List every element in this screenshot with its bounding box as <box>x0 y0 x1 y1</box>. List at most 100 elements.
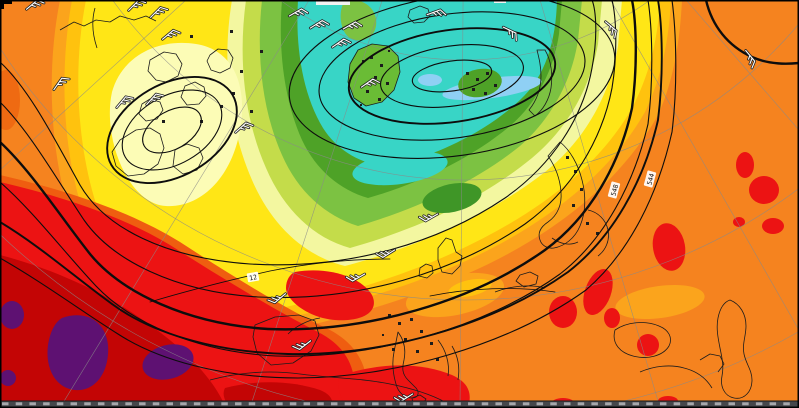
scale-tick <box>97 402 105 406</box>
scale-tick <box>481 402 489 406</box>
scale-tick <box>111 402 119 406</box>
scale-tick <box>56 402 64 406</box>
red-blob-center <box>286 270 374 321</box>
contour-ring <box>380 44 524 108</box>
scale-tick <box>440 402 448 406</box>
top-edge-fragment <box>316 0 350 5</box>
coastline-balkans <box>437 339 460 381</box>
scale-tick <box>563 402 571 406</box>
scale-tick <box>235 402 242 406</box>
coastline <box>407 5 431 24</box>
scale-tick <box>385 402 393 406</box>
scale-tick <box>728 402 735 406</box>
contour-ring <box>288 0 616 159</box>
scale-tick <box>687 402 694 406</box>
red-blob <box>583 269 613 315</box>
coastline-caspian <box>716 299 753 399</box>
scale-tick <box>399 402 406 406</box>
red-blob <box>762 218 784 234</box>
svg-text:544: 544 <box>645 172 656 185</box>
red-blob <box>736 152 754 178</box>
scale-tick <box>289 402 297 406</box>
scale-tick <box>769 402 777 406</box>
contour-label: 12 <box>246 271 260 282</box>
scale-tick <box>632 402 640 406</box>
coastline <box>147 51 183 83</box>
contour-line <box>0 0 663 355</box>
scale-tick <box>783 402 790 406</box>
red-blob <box>604 308 620 328</box>
isoline-thin <box>149 258 391 303</box>
amber-patch <box>615 284 705 320</box>
scale-tick <box>166 402 173 406</box>
dark-green-se-patch <box>422 182 482 214</box>
contour-line <box>0 0 617 299</box>
cyan-tongue <box>352 150 448 186</box>
contour-line <box>0 0 637 331</box>
scale-tick <box>605 402 612 406</box>
scale-tick <box>577 402 585 406</box>
contour-label: 548 <box>607 181 620 199</box>
light-blue-spot <box>418 74 442 86</box>
scale-tick <box>522 402 530 406</box>
frame-corner <box>0 0 12 9</box>
red-blob <box>549 296 577 328</box>
contour-ring <box>347 27 557 125</box>
scale-tick <box>303 402 311 406</box>
coastline <box>206 48 234 74</box>
red-bottom-band <box>338 365 470 408</box>
contour-line <box>0 0 597 266</box>
scale-tick <box>344 402 352 406</box>
coastline <box>59 7 157 49</box>
scale-tick <box>207 402 215 406</box>
scale-tick <box>659 402 667 406</box>
scale-tick <box>550 402 557 406</box>
scale-tick <box>755 402 763 406</box>
purple-blob <box>0 370 16 386</box>
scale-tick <box>591 402 598 406</box>
contour-line <box>0 0 677 379</box>
height-contours <box>0 0 799 379</box>
scale-tick <box>358 402 365 406</box>
purple-blob <box>47 315 109 391</box>
scale-ticks <box>2 402 790 406</box>
svg-text:12: 12 <box>249 273 258 282</box>
contour-ring <box>318 11 586 141</box>
scale-tick <box>495 402 502 406</box>
scale-tick <box>248 402 256 406</box>
svg-text:548: 548 <box>609 183 620 196</box>
coastline <box>180 81 207 106</box>
coastline-africa <box>209 371 446 403</box>
green-island-fill <box>348 44 400 106</box>
scale-tick <box>372 402 379 406</box>
coastline <box>172 143 204 175</box>
scale-tick <box>180 402 187 406</box>
scale-tick <box>413 402 420 406</box>
scale-tick <box>454 402 461 406</box>
scale-tick <box>536 402 544 406</box>
scale-tick <box>330 402 338 406</box>
scale-tick <box>152 402 160 406</box>
scale-tick <box>84 402 91 406</box>
coastline-middle-east <box>639 353 725 389</box>
island-shading <box>466 72 497 95</box>
coastline <box>347 43 401 107</box>
scale-tick <box>2 402 9 406</box>
scale-tick <box>742 402 749 406</box>
purple-blob <box>0 301 24 329</box>
scale-tick <box>646 402 653 406</box>
contour-ring <box>106 76 238 184</box>
scale-tick <box>193 402 201 406</box>
coastline <box>111 127 165 177</box>
scale-tick <box>509 402 516 406</box>
scale-tick <box>618 402 626 406</box>
scale-tick <box>714 402 722 406</box>
scale-tick <box>29 402 36 406</box>
scale-tick <box>262 402 269 406</box>
scale-tick <box>276 402 283 406</box>
scale-tick <box>468 402 475 406</box>
